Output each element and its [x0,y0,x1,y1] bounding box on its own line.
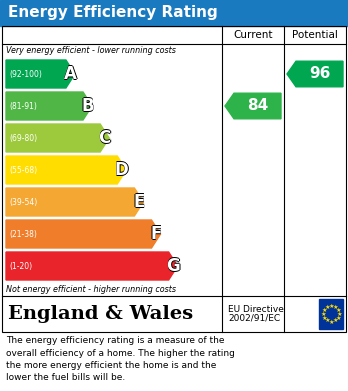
Text: A: A [64,65,77,83]
Text: E: E [133,192,144,210]
Text: G: G [166,256,180,274]
Text: Current: Current [233,30,273,40]
Text: D: D [115,160,129,179]
Text: C: C [98,129,110,147]
Polygon shape [6,252,177,280]
Polygon shape [6,124,109,152]
Text: A: A [64,66,77,84]
Text: G: G [167,257,181,275]
Text: G: G [166,257,180,275]
Text: (55-68): (55-68) [9,165,37,174]
Text: EU Directive: EU Directive [228,305,284,314]
Text: Potential: Potential [292,30,338,40]
Text: D: D [114,161,128,179]
Text: ★: ★ [332,305,338,310]
Text: B: B [82,97,94,115]
Text: ★: ★ [324,305,330,310]
Text: G: G [166,257,180,275]
Text: C: C [98,129,111,147]
Polygon shape [6,92,92,120]
Polygon shape [6,156,126,184]
Text: B: B [81,97,94,115]
Polygon shape [287,61,343,87]
Text: 2002/91/EC: 2002/91/EC [228,314,280,323]
Text: Energy Efficiency Rating: Energy Efficiency Rating [8,5,218,20]
Text: F: F [150,226,162,244]
Text: England & Wales: England & Wales [8,305,193,323]
Text: E: E [133,193,144,211]
Bar [2,26,346,332]
Text: 96: 96 [309,66,330,81]
Bar [0,0,348,26]
Text: ★: ★ [324,318,330,323]
Text: B: B [81,97,94,115]
Text: ★: ★ [320,312,326,316]
Text: ★: ★ [328,303,334,308]
Text: ★: ★ [332,318,338,323]
Polygon shape [6,188,143,216]
Text: F: F [150,225,161,243]
Polygon shape [6,220,160,248]
Polygon shape [225,93,281,119]
Text: ★: ★ [328,319,334,325]
Text: B: B [81,97,94,115]
Text: ★: ★ [335,316,341,321]
Text: (21-38): (21-38) [9,230,37,239]
Text: E: E [134,193,145,211]
Text: (81-91): (81-91) [9,102,37,111]
Text: (92-100): (92-100) [9,70,42,79]
Text: B: B [81,97,93,115]
Bar [319,299,343,329]
Text: A: A [64,65,77,83]
Text: A: A [64,65,77,83]
Text: C: C [98,129,111,147]
Text: (39-54): (39-54) [9,197,37,206]
Text: E: E [133,193,144,211]
Text: ★: ★ [322,316,327,321]
Text: F: F [150,224,162,242]
Text: E: E [133,194,144,212]
Polygon shape [6,60,75,88]
Text: (69-80): (69-80) [9,133,37,142]
Text: C: C [99,129,111,147]
Text: G: G [166,258,180,276]
Text: D: D [115,161,129,179]
Text: ★: ★ [336,312,342,316]
Text: F: F [151,225,162,243]
Text: Very energy efficient - lower running costs: Very energy efficient - lower running co… [6,46,176,55]
Text: Not energy efficient - higher running costs: Not energy efficient - higher running co… [6,285,176,294]
Text: A: A [63,65,76,83]
Text: D: D [116,161,129,179]
Text: 84: 84 [247,99,268,113]
Text: (1-20): (1-20) [9,262,32,271]
Text: D: D [115,161,129,179]
Text: F: F [150,225,162,243]
Text: C: C [98,129,111,147]
Text: ★: ★ [335,307,341,312]
Text: ★: ★ [322,307,327,312]
Text: The energy efficiency rating is a measure of the
overall efficiency of a home. T: The energy efficiency rating is a measur… [6,336,235,382]
